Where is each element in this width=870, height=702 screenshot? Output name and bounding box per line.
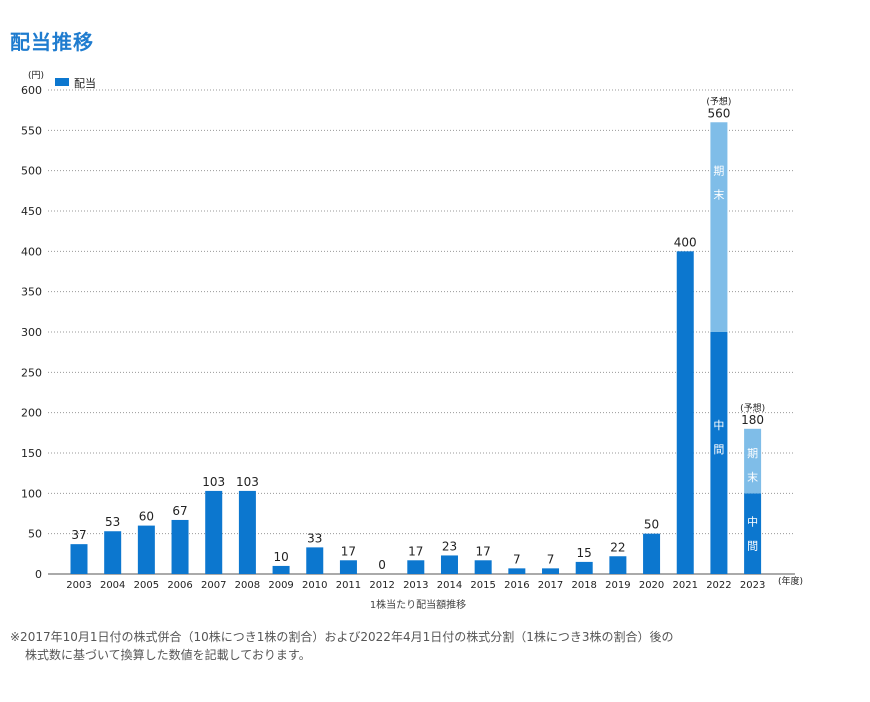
legend-label: 配当 [74,76,96,90]
bar [171,519,189,574]
interim-label-char: 間 [747,540,758,553]
x-tick-label: 2006 [167,580,192,591]
bar [508,568,526,574]
bar [609,556,627,574]
chart-caption: 1株当たり配当額推移 [370,598,466,610]
final-label-char: 期 [713,164,724,177]
x-tick-label: 2014 [437,580,462,591]
y-unit-label: (円) [28,70,44,81]
y-tick-label: 550 [21,124,42,137]
bar [440,555,458,574]
footnote: ※2017年10月1日付の株式併合（10株につき1株の割合）および2022年4月… [10,628,830,664]
x-tick-label: 2005 [134,580,159,591]
bar-final [710,122,728,333]
bar [407,560,425,574]
page-title: 配当推移 [10,30,94,54]
y-tick-label: 500 [21,165,42,178]
data-label: 7 [513,552,521,566]
x-tick-label: 2007 [201,580,226,591]
data-label: 17 [408,544,423,558]
x-tick-label: 2011 [336,580,361,591]
data-label: 7 [547,552,555,566]
x-tick-label: 2016 [504,580,529,591]
bar [70,544,88,574]
y-tick-label: 0 [35,568,42,581]
interim-label-char: 中 [713,419,724,432]
y-tick-label: 400 [21,245,42,258]
bar [575,561,593,574]
x-tick-label: 2010 [302,580,327,591]
data-label: 50 [644,518,659,532]
x-tick-label: 2022 [706,580,731,591]
bar [137,525,155,574]
y-tick-label: 100 [21,487,42,500]
x-tick-label: 2015 [470,580,495,591]
x-tick-label: 2013 [403,580,428,591]
x-tick-label: 2018 [571,580,596,591]
bar [306,547,324,574]
y-tick-label: 250 [21,366,42,379]
x-tick-label: 2023 [740,580,765,591]
bar [542,568,560,574]
y-tick-label: 350 [21,286,42,299]
y-tick-label: 300 [21,326,42,339]
bar [272,565,290,574]
y-tick-label: 50 [28,528,42,541]
final-label-char: 期 [747,447,758,460]
forecast-label: (予想) [706,95,731,107]
data-label: 15 [577,546,592,560]
footnote-line-2: 株式数に基づいて換算した数値を記載しております。 [25,648,311,662]
y-tick-label: 600 [21,84,42,97]
data-label: 17 [476,544,491,558]
bar [205,490,223,574]
data-label: 33 [307,531,322,545]
data-label: 103 [236,475,259,489]
data-label: 23 [442,539,457,553]
x-tick-label: 2019 [605,580,630,591]
data-label: 67 [172,504,187,518]
bar [676,251,694,575]
data-label: 17 [341,544,356,558]
bar [474,560,492,574]
bar [643,533,661,574]
x-tick-label: 2003 [66,580,91,591]
y-tick-label: 200 [21,407,42,420]
data-label: 400 [674,235,697,249]
data-label: 103 [202,475,225,489]
interim-label-char: 間 [713,443,724,456]
x-tick-label: 2020 [639,580,664,591]
forecast-label: (予想) [740,402,765,414]
final-label-char: 末 [747,470,758,484]
x-tick-label: 2017 [538,580,563,591]
interim-label-char: 中 [747,516,758,529]
x-tick-label: 2004 [100,580,125,591]
bar-interim [710,332,728,574]
data-label: 60 [139,510,154,524]
bar [238,490,256,574]
bar [339,560,357,574]
data-label: 560 [707,106,730,120]
data-label: 180 [741,413,764,427]
final-label-char: 末 [713,187,724,201]
data-label: 0 [378,558,386,572]
footnote-line-1: ※2017年10月1日付の株式併合（10株につき1株の割合）および2022年4月… [10,630,674,644]
x-unit-label: (年度) [778,575,803,587]
data-label: 37 [71,528,86,542]
x-tick-label: 2012 [369,580,394,591]
data-label: 53 [105,515,120,529]
legend-swatch [55,78,69,86]
bar-final [744,428,762,494]
x-tick-label: 2021 [673,580,698,591]
x-tick-label: 2009 [268,580,293,591]
bar-interim [744,493,762,574]
x-tick-label: 2008 [235,580,260,591]
data-label: 22 [610,540,625,554]
bar [104,531,122,574]
y-tick-label: 450 [21,205,42,218]
data-label: 10 [273,550,288,564]
y-tick-label: 150 [21,447,42,460]
